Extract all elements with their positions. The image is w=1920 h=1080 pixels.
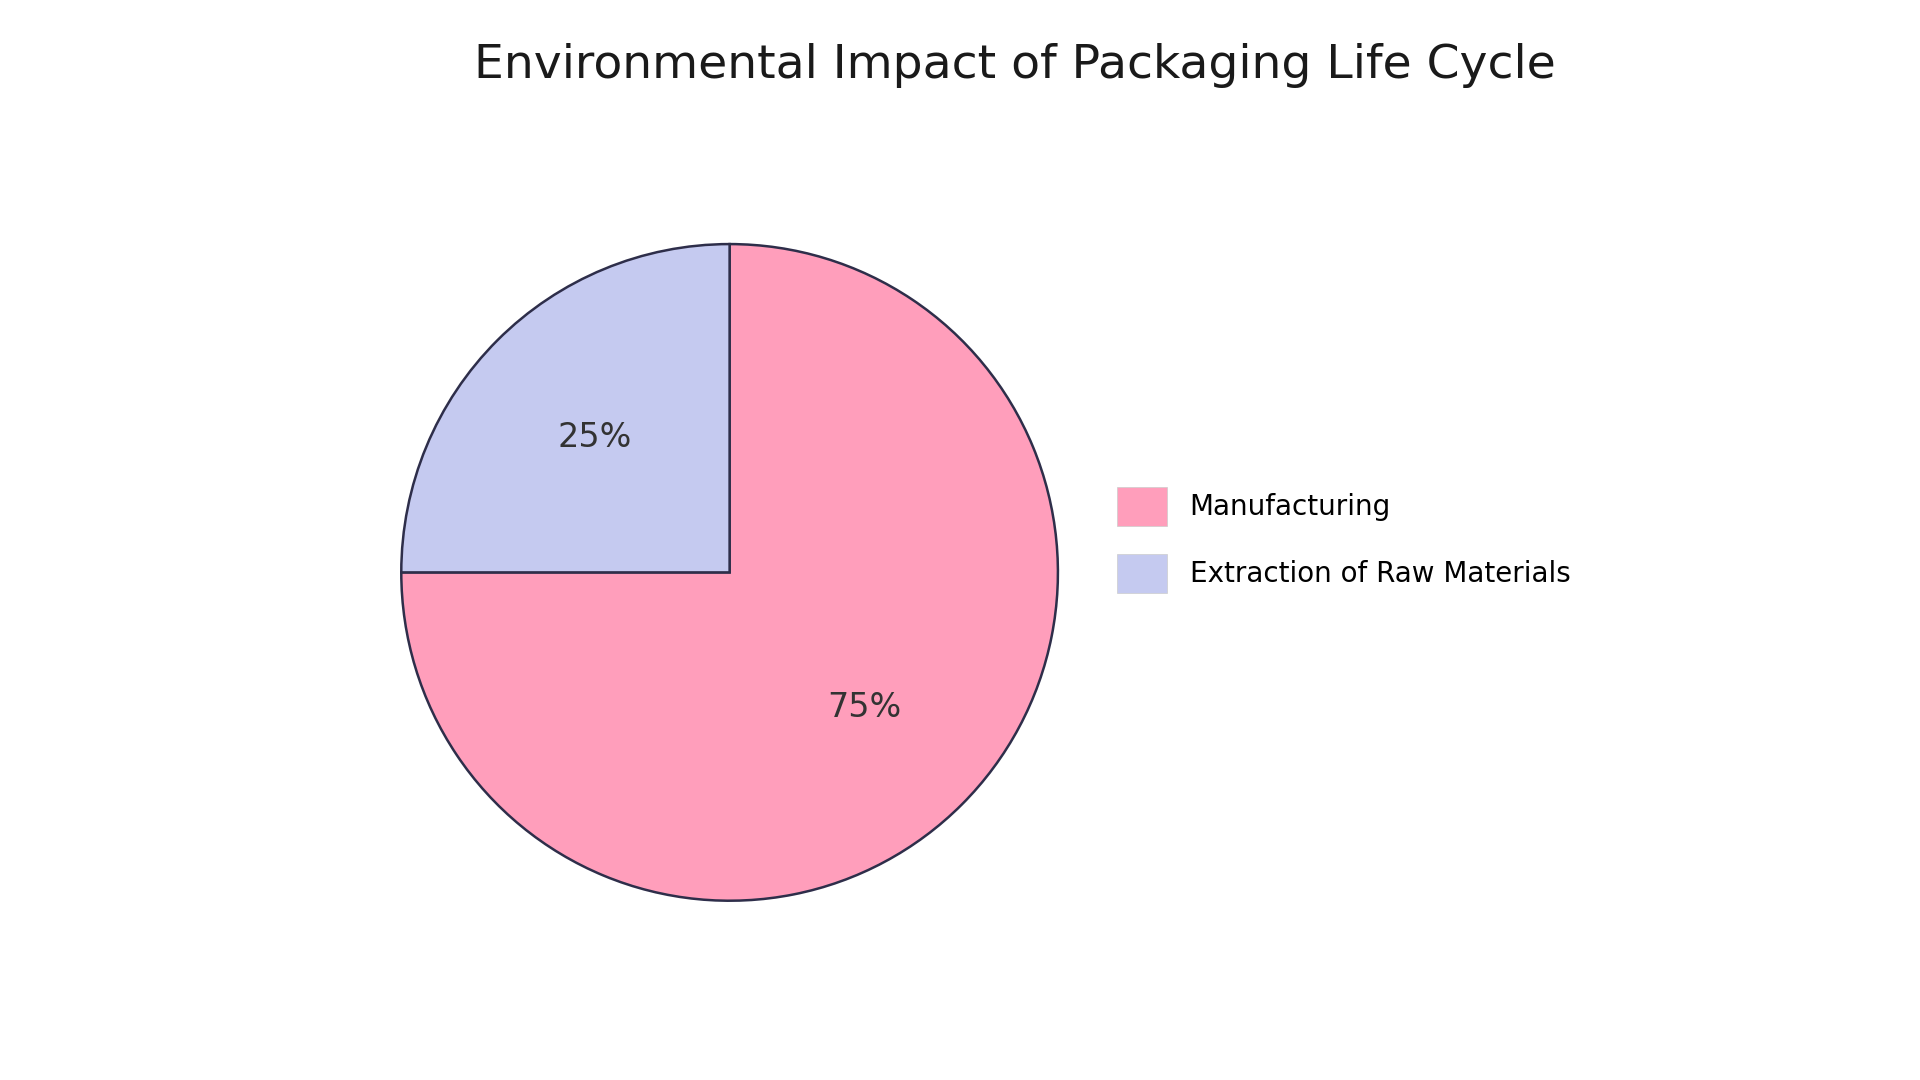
Wedge shape [401, 244, 730, 572]
Wedge shape [401, 244, 1058, 901]
Legend: Manufacturing, Extraction of Raw Materials: Manufacturing, Extraction of Raw Materia… [1104, 473, 1584, 607]
Text: 75%: 75% [828, 690, 900, 724]
Text: 25%: 25% [559, 421, 632, 455]
Text: Environmental Impact of Packaging Life Cycle: Environmental Impact of Packaging Life C… [474, 43, 1555, 89]
